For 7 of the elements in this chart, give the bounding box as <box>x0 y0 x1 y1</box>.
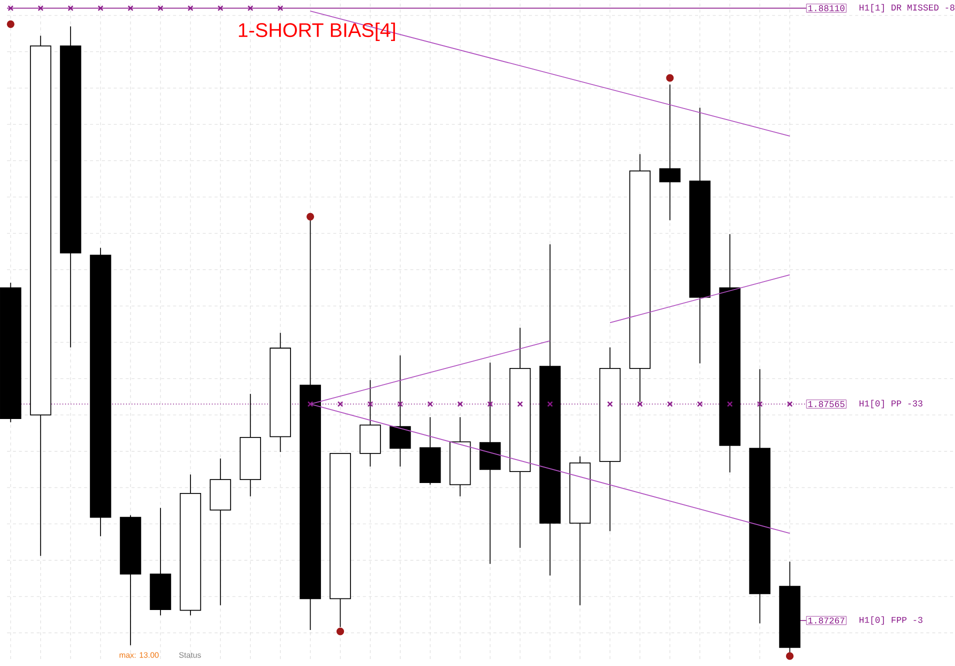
ref-line-label: 1.87565 <box>808 401 844 408</box>
text: H1[1] DR MISSED -8 <box>860 4 954 12</box>
text: H1[0] PP -33 <box>860 400 922 408</box>
text: 1-SHORT BIAS[4] <box>238 22 395 42</box>
ref-line-label: 1.88110 <box>808 5 844 12</box>
ref-line-label: 1.87267 <box>808 618 844 624</box>
text: H1[0] FPP -3 <box>860 616 922 625</box>
